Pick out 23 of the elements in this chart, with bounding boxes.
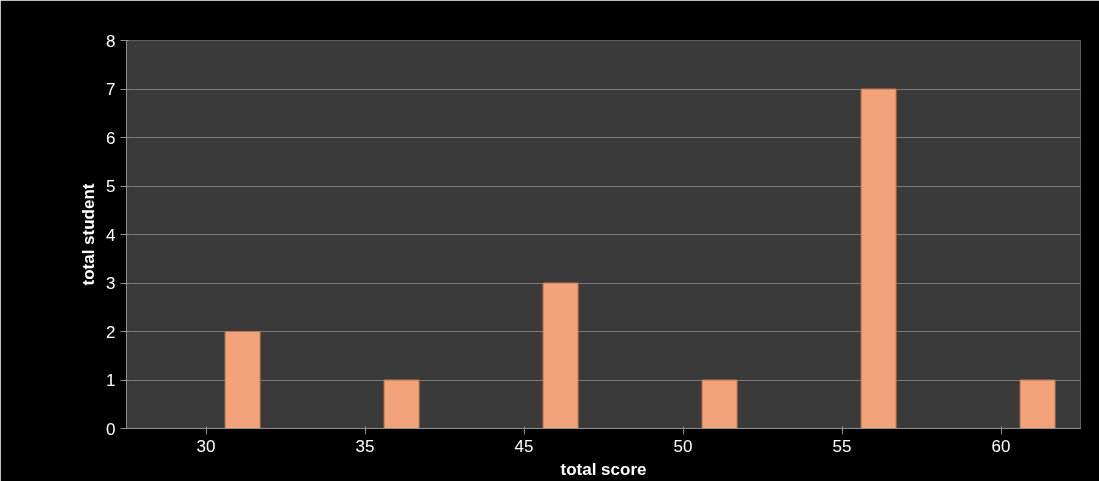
x-tick-label: 60 xyxy=(991,436,1011,456)
y-tick-label: 0 xyxy=(106,419,116,439)
x-tick-label: 35 xyxy=(355,436,375,456)
bar xyxy=(224,331,261,429)
x-tick-label: 30 xyxy=(196,436,216,456)
y-tick-label: 2 xyxy=(106,322,116,342)
y-axis-title: total student xyxy=(79,183,99,286)
y-tick-label: 1 xyxy=(106,371,116,390)
bar xyxy=(1019,379,1056,429)
y-tick-label: 7 xyxy=(106,80,116,99)
x-tick-label: 55 xyxy=(832,436,852,456)
x-tick-label: 45 xyxy=(514,436,534,456)
y-tick-label: 8 xyxy=(106,31,116,51)
y-tick-label: 3 xyxy=(106,274,116,293)
y-tick-label: 5 xyxy=(106,177,116,196)
x-axis-title: total score xyxy=(560,459,647,479)
bar xyxy=(383,379,420,429)
y-tick-label: 4 xyxy=(106,225,116,245)
bar xyxy=(860,88,897,429)
y-tick-label: 6 xyxy=(106,128,116,148)
bar xyxy=(542,282,579,429)
x-tick-label: 50 xyxy=(673,436,693,456)
bar xyxy=(701,379,738,429)
